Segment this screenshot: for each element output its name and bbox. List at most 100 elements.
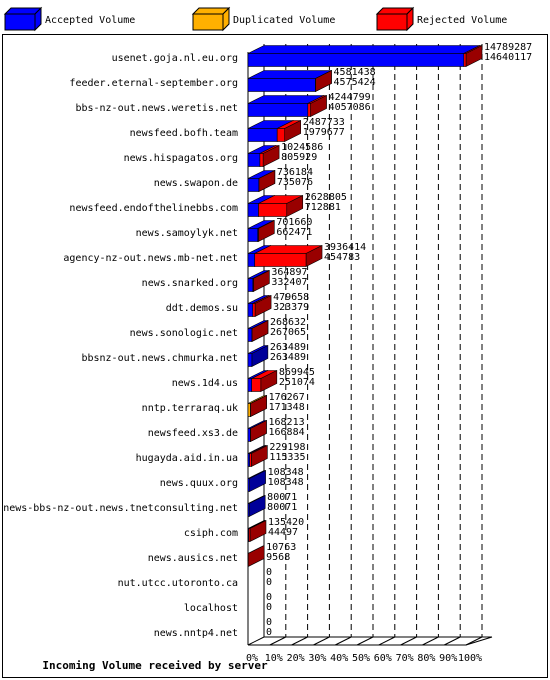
x-tick-label: 60% — [374, 653, 392, 664]
x-tick-label: 0% — [246, 653, 258, 664]
tick-mark — [422, 636, 439, 646]
y-tick-label: bbsnz-out.news.chmurka.net — [81, 353, 238, 364]
tick-mark — [269, 636, 287, 646]
bar — [247, 478, 250, 492]
x-axis-label: Incoming Volume received by server — [42, 659, 268, 672]
value-label: 4057086 — [329, 102, 371, 113]
value-label: 0 — [266, 617, 272, 628]
value-label: 166884 — [268, 427, 304, 438]
value-label: 3936414 — [324, 242, 366, 253]
x-tick-label: 100% — [458, 653, 482, 664]
value-label: 168213 — [268, 417, 304, 428]
bar — [247, 428, 251, 442]
bar — [247, 228, 259, 242]
value-label: 44497 — [268, 527, 298, 538]
y-tick-label: newsfeed.xs3.de — [148, 428, 238, 439]
axis-line — [465, 636, 493, 646]
y-tick-label: news-bbs-nz-out.news.tnetconsulting.net — [3, 503, 238, 514]
value-label: 364897 — [271, 267, 307, 278]
value-label: 263489 — [270, 352, 306, 363]
bar — [249, 453, 252, 467]
x-tick-label: 20% — [287, 653, 305, 664]
y-tick-label: news.samoylyk.net — [136, 228, 238, 239]
value-label: 108348 — [268, 467, 304, 478]
bar — [247, 103, 309, 117]
value-label: 108348 — [268, 477, 304, 488]
bar — [259, 153, 264, 167]
bar — [247, 78, 316, 92]
bar — [247, 353, 253, 367]
y-tick-label: news.swapon.de — [154, 178, 238, 189]
bar — [252, 303, 256, 317]
y-tick-label: hugayda.aid.in.ua — [136, 453, 238, 464]
legend-swatch — [192, 13, 224, 31]
tick-mark — [378, 636, 396, 646]
y-tick-label: nut.utcc.utoronto.ca — [118, 578, 238, 589]
y-tick-label: feeder.eternal-september.org — [69, 78, 238, 89]
tick-mark — [313, 636, 330, 646]
value-label: 0 — [266, 577, 272, 588]
value-label: 479658 — [273, 292, 309, 303]
value-label: 263489 — [270, 342, 306, 353]
tick-mark — [400, 636, 417, 646]
value-label: 14789287 — [484, 42, 532, 53]
x-tick-label: 50% — [352, 653, 370, 664]
bar — [247, 328, 253, 342]
bar — [247, 178, 260, 192]
bar — [247, 303, 254, 317]
y-tick-label: news.quux.org — [160, 478, 238, 489]
tick-mark — [247, 636, 265, 646]
y-tick-label: localhost — [184, 603, 238, 614]
y-tick-label: news.ausics.net — [148, 553, 238, 564]
value-label: 115335 — [269, 452, 305, 463]
y-tick-label: agency-nz-out.news.mb-net.net — [63, 253, 238, 264]
bar — [251, 378, 262, 392]
y-tick-label: csiph.com — [184, 528, 238, 539]
value-label: 701660 — [276, 217, 312, 228]
value-label: 0 — [266, 627, 272, 638]
bar — [247, 378, 253, 392]
value-label: 4244799 — [329, 92, 371, 103]
bar — [276, 128, 285, 142]
bar — [248, 528, 251, 542]
legend-label: Accepted Volume — [45, 15, 135, 26]
tick-mark — [443, 636, 461, 646]
bar — [307, 103, 311, 117]
value-label: 454783 — [324, 252, 360, 263]
bar — [247, 253, 256, 267]
y-tick-label: newsfeed.bofh.team — [130, 128, 238, 139]
value-label: 171348 — [269, 402, 305, 413]
x-tick-label: 40% — [330, 653, 348, 664]
value-label: 4575424 — [334, 77, 376, 88]
tick-mark — [291, 636, 308, 646]
bar — [247, 203, 259, 217]
y-tick-label: news.hispagatos.org — [124, 153, 238, 164]
value-label: 4581438 — [334, 67, 376, 78]
x-tick-label: 30% — [308, 653, 326, 664]
value-label: 2628805 — [305, 192, 347, 203]
y-tick-label: newsfeed.endofthelinebbs.com — [69, 203, 238, 214]
bar — [247, 128, 278, 142]
value-label: 14640117 — [484, 52, 532, 63]
y-tick-label: nntp.terraraq.uk — [142, 403, 238, 414]
value-label: 268632 — [270, 317, 306, 328]
legend-label: Rejected Volume — [417, 15, 507, 26]
x-tick-label: 90% — [439, 653, 457, 664]
y-tick-label: bbs-nz-out.news.weretis.net — [75, 103, 238, 114]
value-label: 736184 — [277, 167, 313, 178]
legend-swatch — [4, 13, 36, 31]
y-tick-label: news.1d4.us — [172, 378, 238, 389]
bar — [463, 53, 467, 67]
y-tick-label: news.sonologic.net — [130, 328, 238, 339]
value-label: 267065 — [270, 327, 306, 338]
value-label: 176267 — [269, 392, 305, 403]
bar — [247, 278, 254, 292]
value-label: 0 — [266, 602, 272, 613]
x-tick-label: 80% — [417, 653, 435, 664]
value-label: 135420 — [268, 517, 304, 528]
value-label: 869945 — [279, 367, 315, 378]
value-label: 80071 — [267, 492, 297, 503]
bar — [258, 203, 288, 217]
y-tick-label: usenet.goja.nl.eu.org — [112, 53, 238, 64]
